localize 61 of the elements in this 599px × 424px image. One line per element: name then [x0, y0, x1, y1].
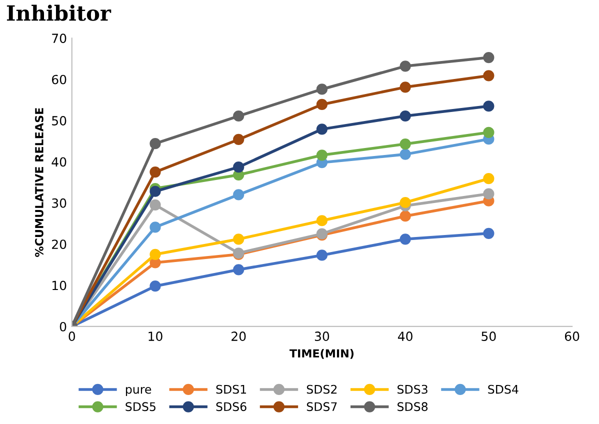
- point: [400, 110, 411, 122]
- legend-label: SDS6: [216, 402, 246, 412]
- point: [233, 234, 244, 245]
- legend-label: SDS1: [216, 384, 246, 394]
- y-tick-label: 30: [52, 198, 66, 208]
- point: [400, 210, 411, 222]
- y-tick-label: 60: [52, 74, 66, 84]
- legend-label: SDS8: [398, 402, 428, 412]
- point: [233, 189, 244, 200]
- point: [150, 280, 161, 292]
- x-tick-label: 10: [148, 332, 162, 342]
- y-tick-label: 10: [52, 280, 66, 290]
- legend-label: pure: [126, 386, 152, 396]
- point: [400, 82, 411, 93]
- point: [483, 52, 494, 64]
- y-tick-label: 20: [52, 240, 66, 250]
- point: [483, 70, 494, 82]
- point: [150, 166, 161, 178]
- legend-label: SDS3: [398, 384, 428, 394]
- point: [316, 124, 328, 135]
- x-tick-label: 30: [314, 332, 330, 342]
- x-tick-label: 60: [564, 332, 580, 342]
- y-tick-label: 70: [52, 34, 66, 44]
- x-tick-label: 50: [482, 332, 496, 342]
- point: [316, 215, 328, 226]
- legend-label: SDS2: [306, 384, 337, 394]
- x-tick-label: 20: [232, 332, 246, 342]
- point: [233, 162, 244, 173]
- legend-label: SDS5: [126, 402, 156, 412]
- point: [233, 264, 244, 276]
- legend-label: SDS7: [306, 402, 337, 412]
- point: [150, 248, 161, 260]
- point: [316, 84, 328, 95]
- point: [483, 173, 494, 184]
- point: [483, 228, 494, 239]
- point: [400, 196, 411, 208]
- point: [400, 138, 411, 150]
- point: [483, 126, 494, 138]
- point: [150, 186, 161, 197]
- point: [150, 222, 161, 233]
- chart-title: Inhibitor: [6, 4, 112, 21]
- point: [150, 199, 161, 211]
- point: [150, 138, 161, 150]
- point: [233, 110, 244, 122]
- y-tick-label: 40: [52, 157, 66, 167]
- point: [483, 100, 494, 112]
- point: [233, 134, 244, 146]
- x-tick-label: 40: [398, 332, 412, 342]
- point: [400, 60, 411, 72]
- point: [483, 188, 494, 200]
- legend-label: SDS4: [488, 384, 518, 394]
- y-tick-label: 50: [52, 116, 66, 126]
- point: [316, 250, 328, 261]
- x-tick-label: 0: [68, 332, 76, 342]
- point: [400, 148, 411, 160]
- point: [316, 150, 328, 161]
- point: [316, 98, 328, 110]
- y-axis-title: %CUMULATIVE RELEASE: [35, 108, 44, 257]
- x-axis-title: TIME(MIN): [290, 349, 354, 359]
- point: [400, 234, 411, 245]
- y-tick-label: 0: [60, 322, 66, 332]
